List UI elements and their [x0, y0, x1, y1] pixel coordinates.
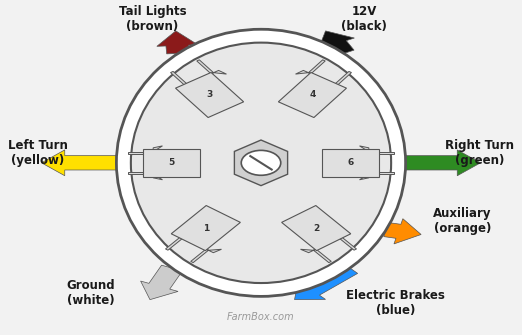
Polygon shape [294, 263, 358, 299]
Polygon shape [171, 71, 187, 85]
Circle shape [241, 150, 281, 175]
Polygon shape [180, 84, 187, 93]
Polygon shape [360, 146, 369, 154]
Polygon shape [278, 72, 347, 118]
Polygon shape [171, 206, 241, 251]
Polygon shape [335, 84, 342, 93]
Polygon shape [128, 152, 153, 154]
Polygon shape [281, 206, 351, 251]
Polygon shape [234, 140, 288, 186]
Polygon shape [153, 172, 162, 180]
Polygon shape [175, 72, 244, 118]
Polygon shape [335, 71, 351, 85]
Text: 1: 1 [203, 223, 209, 232]
Polygon shape [191, 249, 208, 263]
Polygon shape [318, 31, 354, 57]
Ellipse shape [131, 43, 391, 283]
Polygon shape [197, 60, 213, 74]
Polygon shape [206, 249, 221, 253]
Text: Left Turn
(yellow): Left Turn (yellow) [8, 139, 68, 167]
Text: 12V
(black): 12V (black) [341, 5, 387, 34]
Text: Tail Lights
(brown): Tail Lights (brown) [118, 5, 186, 34]
Text: Right Turn
(green): Right Turn (green) [445, 139, 514, 167]
Polygon shape [384, 219, 421, 244]
Polygon shape [360, 172, 369, 180]
Polygon shape [301, 249, 316, 253]
Polygon shape [322, 149, 379, 177]
Polygon shape [309, 60, 325, 74]
Polygon shape [176, 228, 183, 238]
Polygon shape [143, 149, 200, 177]
Polygon shape [140, 265, 182, 299]
Polygon shape [339, 228, 346, 238]
Polygon shape [128, 172, 153, 174]
Text: 3: 3 [207, 90, 212, 99]
Text: 4: 4 [309, 90, 316, 99]
Polygon shape [42, 150, 116, 176]
Polygon shape [406, 150, 480, 176]
Text: 5: 5 [168, 158, 174, 167]
Polygon shape [295, 70, 311, 74]
Polygon shape [153, 146, 162, 154]
Polygon shape [211, 70, 227, 74]
Polygon shape [165, 237, 183, 250]
Polygon shape [369, 152, 394, 154]
Polygon shape [157, 31, 198, 54]
Text: Electric Brakes
(blue): Electric Brakes (blue) [346, 289, 445, 317]
Text: Ground
(white): Ground (white) [66, 279, 115, 307]
Polygon shape [314, 249, 331, 263]
Text: Auxiliary
(orange): Auxiliary (orange) [433, 207, 492, 236]
Polygon shape [369, 172, 394, 174]
Text: 2: 2 [313, 223, 319, 232]
Text: FarmBox.com: FarmBox.com [227, 313, 295, 323]
Text: 6: 6 [348, 158, 354, 167]
Ellipse shape [116, 29, 406, 296]
Polygon shape [339, 237, 357, 250]
